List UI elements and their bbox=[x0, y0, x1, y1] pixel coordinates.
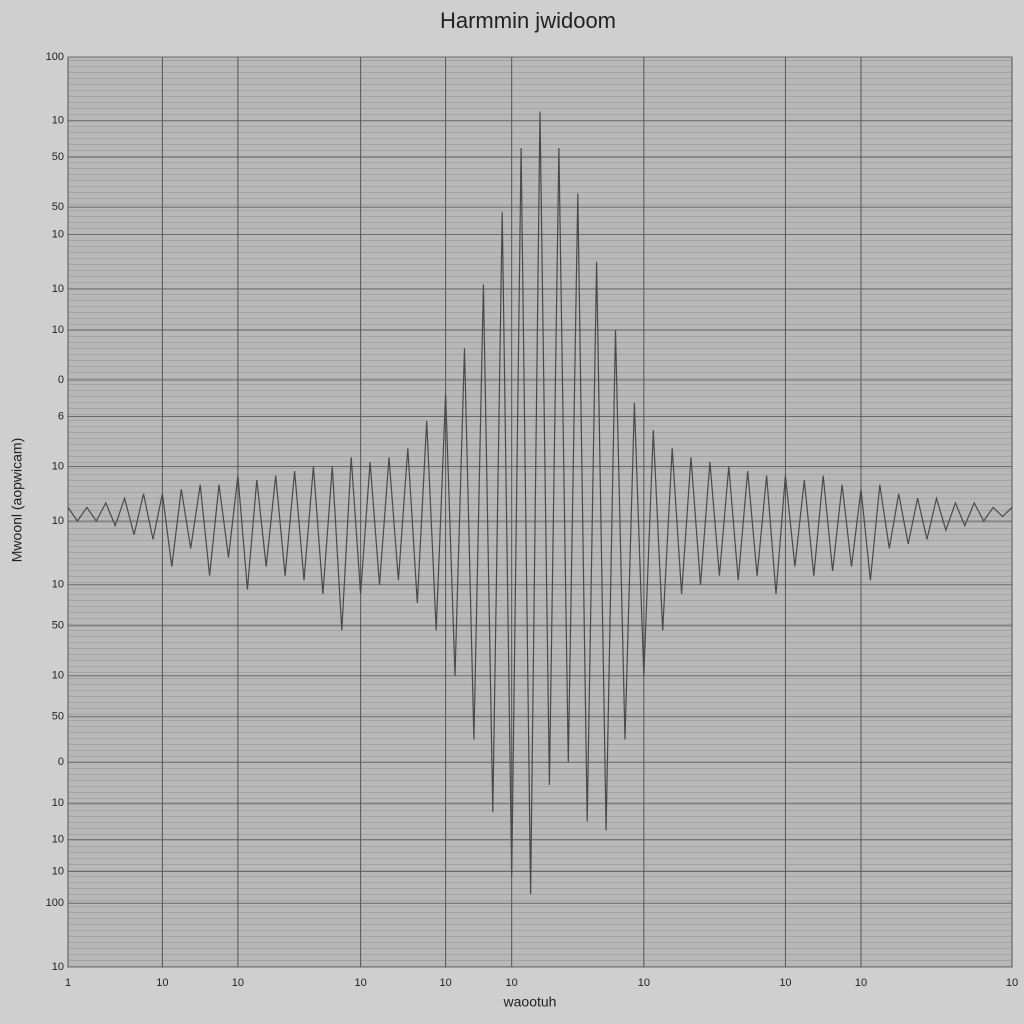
x-axis-label: waootuh bbox=[503, 994, 557, 1010]
chart-title: Harmmin jwidoom bbox=[440, 8, 616, 33]
y-tick-label: 50 bbox=[52, 620, 64, 632]
x-tick-label: 10 bbox=[232, 977, 244, 989]
y-tick-label: 0 bbox=[58, 374, 64, 386]
y-tick-label: 10 bbox=[52, 961, 64, 973]
y-tick-label: 6 bbox=[58, 410, 64, 422]
y-tick-label: 10 bbox=[52, 324, 64, 336]
y-tick-label: 50 bbox=[52, 151, 64, 163]
x-tick-label: 10 bbox=[506, 977, 518, 989]
y-tick-label: 100 bbox=[46, 897, 64, 909]
y-tick-label: 10 bbox=[52, 579, 64, 591]
x-tick-label: 10 bbox=[355, 977, 367, 989]
y-tick-label: 10 bbox=[52, 797, 64, 809]
y-tick-label: 10 bbox=[52, 865, 64, 877]
y-tick-label: 0 bbox=[58, 756, 64, 768]
y-tick-label: 10 bbox=[52, 283, 64, 295]
x-tick-label: 10 bbox=[638, 977, 650, 989]
x-tick-label: 10 bbox=[439, 977, 451, 989]
x-tick-label: 1 bbox=[65, 977, 71, 989]
y-tick-label: 50 bbox=[52, 201, 64, 213]
x-tick-label: 10 bbox=[779, 977, 791, 989]
y-tick-label: 10 bbox=[52, 515, 64, 527]
y-tick-label: 10 bbox=[52, 460, 64, 472]
x-tick-label: 10 bbox=[156, 977, 168, 989]
plot-area bbox=[67, 56, 1013, 968]
y-axis-label: Mwoonl (aopwicam) bbox=[9, 438, 25, 562]
y-tick-label: 10 bbox=[52, 228, 64, 240]
y-tick-label: 50 bbox=[52, 711, 64, 723]
y-tick-label: 100 bbox=[46, 51, 64, 63]
y-tick-label: 10 bbox=[52, 670, 64, 682]
waveform bbox=[67, 111, 1013, 895]
x-tick-label: 10 bbox=[855, 977, 867, 989]
y-tick-label: 10 bbox=[52, 115, 64, 127]
y-tick-label: 10 bbox=[52, 834, 64, 846]
x-tick-label: 10 bbox=[1006, 977, 1018, 989]
